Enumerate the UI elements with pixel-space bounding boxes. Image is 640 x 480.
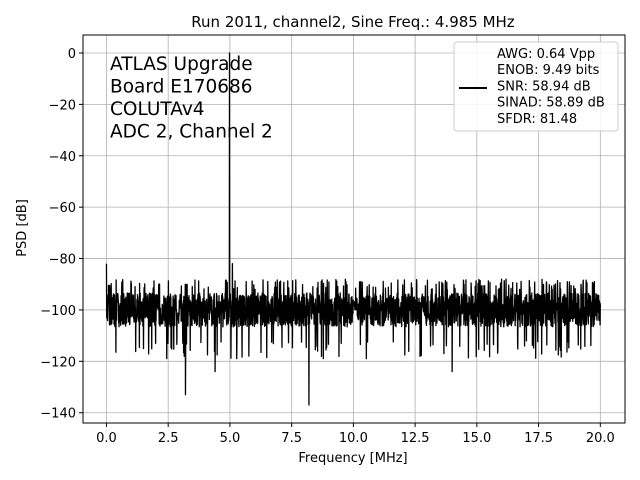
annotation-line: Board E170686 [110,77,253,98]
y-tick-label: −100 [40,304,76,319]
y-tick-label: 0 [68,47,76,62]
x-tick-label: 10.0 [339,431,368,446]
legend-entry: SNR: 58.94 dB [497,79,591,94]
legend-entry: SINAD: 58.89 dB [497,96,605,111]
y-tick-label: −60 [49,201,76,216]
annotation-line: ADC 2, Channel 2 [110,122,273,143]
y-tick-label: −40 [49,150,76,165]
x-tick-label: 15.0 [462,431,491,446]
legend-box [453,41,619,132]
legend-entry: SFDR: 81.48 [497,112,577,127]
y-tick-label: −140 [40,407,76,422]
y-tick-label: −120 [40,355,76,370]
x-axis-label: Frequency [MHz] [298,451,407,466]
plot-frame [82,34,626,424]
x-tick-label: 7.5 [281,431,302,446]
psd-series [105,52,601,406]
x-tick-label: 0.0 [96,431,117,446]
y-axis-label: PSD [dB] [15,199,30,257]
x-axis: 0.0 2.5 5.0 7.5 10.0 12.5 15.0 17.5 20.0 [96,423,615,446]
legend-entry: AWG: 0.64 Vpp [497,47,595,62]
psd-line [105,52,601,406]
legend-entry: ENOB: 9.49 bits [497,63,600,78]
chart-title: Run 2011, channel2, Sine Freq.: 4.985 MH… [191,13,515,31]
y-tick-label: −80 [49,253,76,268]
x-tick-label: 12.5 [401,431,430,446]
y-tick-label: −20 [49,98,76,113]
x-tick-label: 20.0 [586,431,615,446]
annotation-line: ATLAS Upgrade [110,54,253,75]
y-axis: 0 −20 −40 −60 −80 −100 −120 −140 [40,47,83,422]
x-tick-label: 17.5 [524,431,553,446]
x-tick-label: 5.0 [220,431,241,446]
x-tick-label: 2.5 [158,431,179,446]
annotation-line: COLUTAv4 [110,99,205,120]
